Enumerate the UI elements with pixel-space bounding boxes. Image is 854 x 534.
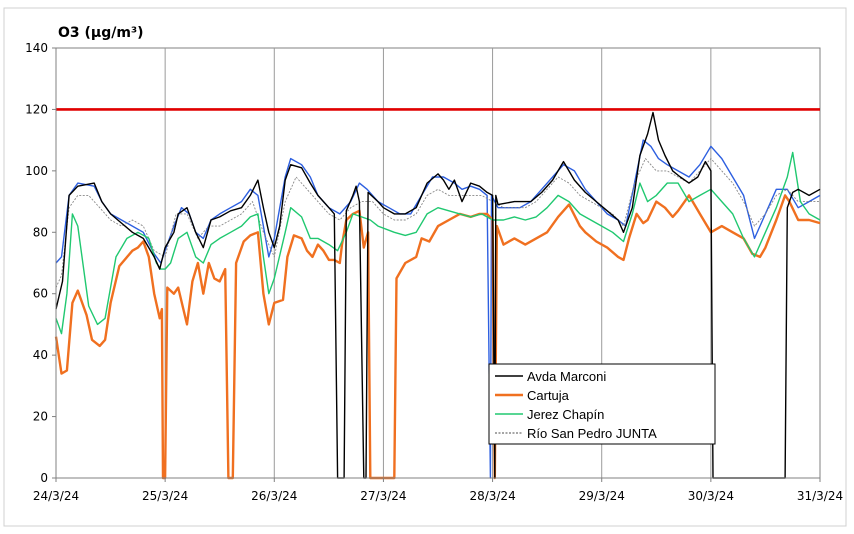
y-tick-label: 0 <box>40 471 48 485</box>
chart-title: O3 (µg/m³) <box>58 25 143 41</box>
x-tick-label: 31/3/24 <box>797 489 843 503</box>
y-tick-label: 120 <box>25 102 48 116</box>
series-line-jerez-chap-n <box>55 151 821 335</box>
axes-layer: 0 20 40 60 80 100 120 140 24/3/24 25/3/24 26/3/24 2… <box>25 41 843 503</box>
x-tick-label: 28/3/24 <box>469 489 515 503</box>
legend-label: Río San Pedro JUNTA <box>527 426 657 441</box>
y-tick-label: 20 <box>33 410 48 424</box>
x-tick-label: 29/3/24 <box>579 489 625 503</box>
x-tick-label: 24/3/24 <box>33 489 79 503</box>
y-tick-label: 60 <box>33 287 48 301</box>
x-tick-label: 27/3/24 <box>360 489 406 503</box>
legend-label: Avda Marconi <box>527 369 606 384</box>
series-line-avda-marconi <box>55 111 821 479</box>
y-tick-label: 80 <box>33 225 48 239</box>
legend-label: Jerez Chapín <box>527 407 604 422</box>
legend: Avda Marconi Cartuja Jerez Chapín Río San P… <box>488 363 716 445</box>
legend-label: Cartuja <box>527 388 570 403</box>
chart-frame <box>3 7 847 527</box>
y-tick-label: 100 <box>25 164 48 178</box>
y-tick-label: 40 <box>33 348 48 362</box>
legend-box <box>488 363 716 445</box>
y-tick-label: 140 <box>25 41 48 55</box>
x-tick-label: 30/3/24 <box>688 489 734 503</box>
x-tick-label: 26/3/24 <box>251 489 297 503</box>
x-tick-label: 25/3/24 <box>142 489 188 503</box>
